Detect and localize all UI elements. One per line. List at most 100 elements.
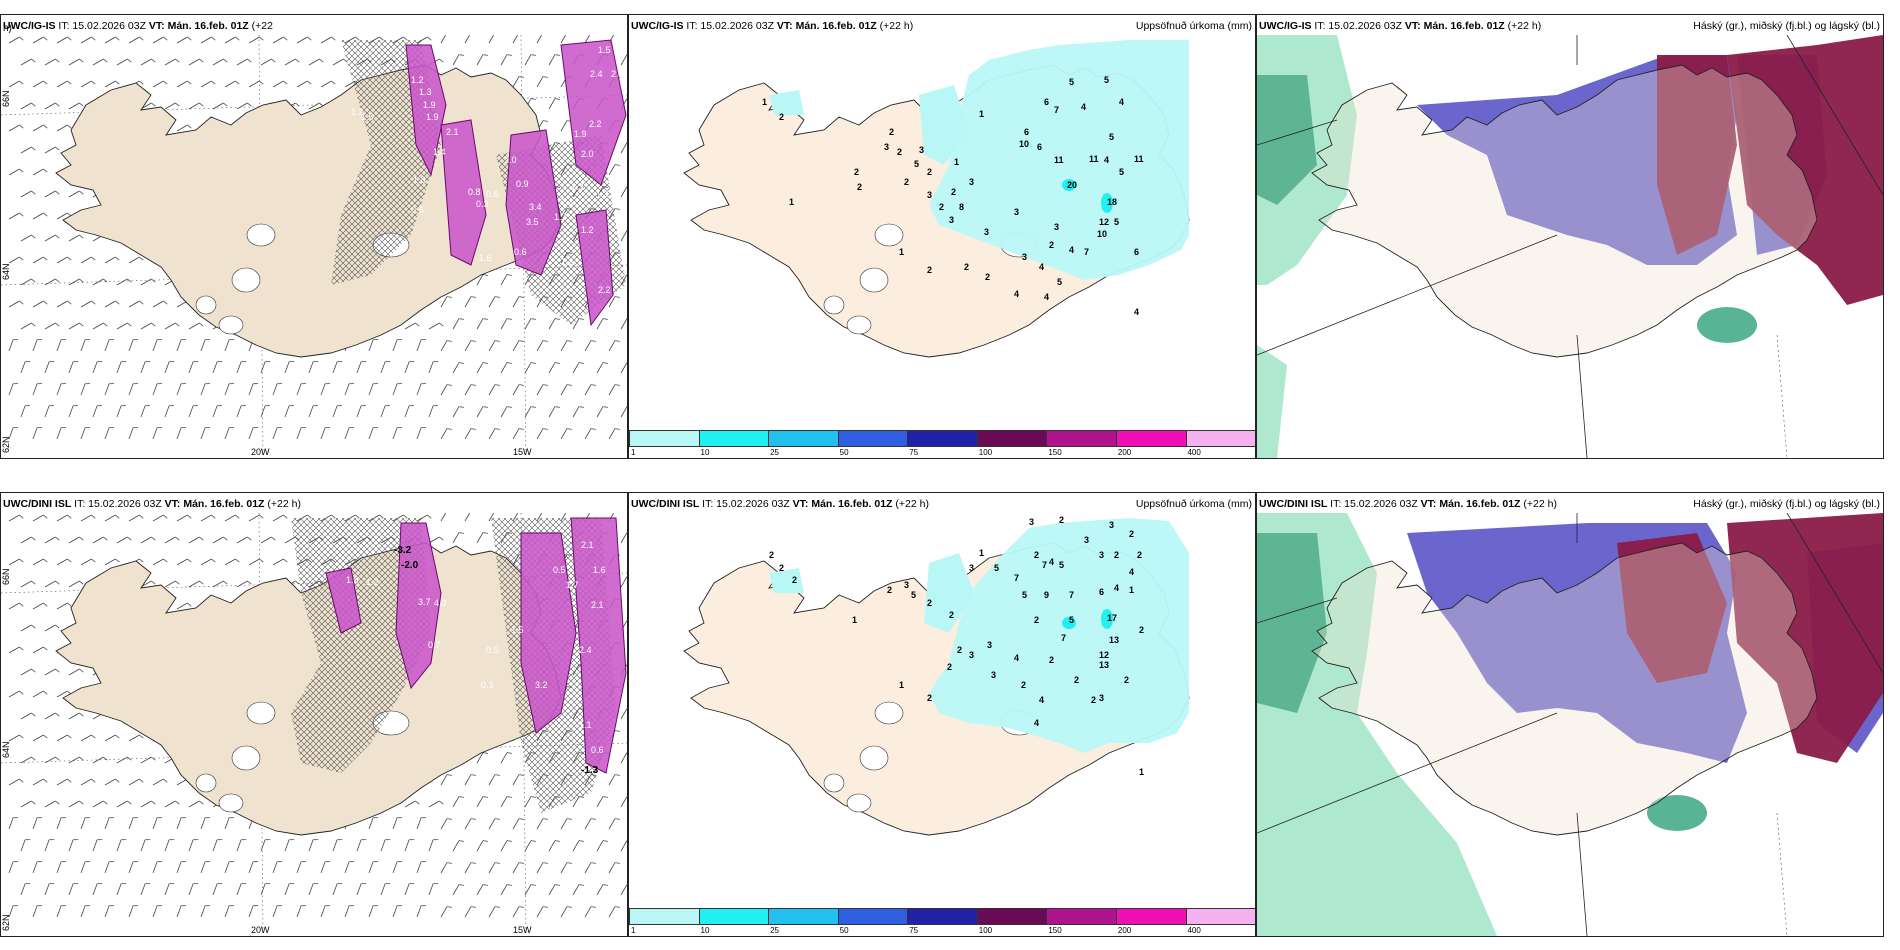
wind-barb (56, 817, 62, 830)
gust-plume (570, 517, 627, 774)
wind-barb (596, 318, 604, 330)
lon-label-15w: 15W (513, 925, 532, 935)
wind-barb (140, 322, 152, 330)
precip-value: 11 (1089, 154, 1099, 164)
wind-barb-flag (67, 300, 72, 305)
precip-value: 20 (1067, 180, 1077, 190)
boundary-line (1257, 119, 1338, 146)
wind-barb (20, 800, 32, 808)
wind-barb-flag (566, 906, 573, 908)
wind-barb-flag (590, 384, 597, 386)
wind-barb-flag (614, 862, 621, 864)
wind-barb (128, 339, 134, 352)
precip-value: 11 (1054, 155, 1064, 165)
wind-barb-flag (530, 840, 537, 842)
colorbar-cell (837, 908, 909, 925)
wind-barb (440, 862, 448, 874)
hatched-region (291, 518, 431, 773)
wind-barb (236, 883, 242, 896)
wind-barb (296, 383, 302, 396)
wind-barb-flag (458, 406, 465, 408)
wind-barb-flag (19, 734, 24, 739)
wind-barb (44, 102, 56, 110)
wind-barb-flag (199, 322, 204, 327)
wind-barb-flag (439, 536, 444, 541)
colorbar-cell (1115, 430, 1187, 447)
wind-barb-flag (446, 774, 453, 776)
wind-barb (104, 339, 110, 352)
wind-barb-flag (115, 36, 120, 41)
wind-barb (56, 212, 68, 220)
wind-barb-flag (602, 796, 609, 798)
wind-barb (608, 428, 616, 440)
wind-barb-flag (175, 536, 180, 541)
precip-area (769, 40, 1189, 280)
precip-value: 2 (927, 598, 932, 608)
wind-barb-flag (482, 54, 489, 56)
wind-barb-flag (55, 668, 60, 673)
wind-barb-flag (235, 558, 240, 563)
wind-barb-flag (295, 580, 300, 585)
precip-10mm (1062, 179, 1076, 191)
precip-value: 4 (1034, 718, 1039, 728)
wind-barb (92, 361, 98, 374)
wind-barb-flag (43, 36, 48, 41)
wind-barb-flag (578, 840, 585, 842)
wind-barb-flag (494, 340, 501, 342)
wind-barb (428, 800, 440, 808)
gust-value: 1.9 (574, 129, 587, 139)
wind-barb (20, 58, 32, 66)
wind-barb (32, 300, 44, 308)
precip-value: 3 (987, 640, 992, 650)
wind-barb (20, 712, 32, 720)
wind-barb (224, 383, 230, 396)
gust-value: 2.1 (561, 197, 574, 207)
wind-barb (284, 58, 296, 66)
gust-plumes (325, 517, 627, 774)
wind-barb-flag (31, 146, 36, 151)
gust-value: 1.5 (598, 45, 611, 55)
wind-barb (68, 800, 80, 808)
wind-barb-flag (566, 428, 573, 430)
field-title: Uppsöfnuð úrkoma (mm) (1135, 20, 1252, 32)
precip-value: 2 (1074, 675, 1079, 685)
wind-barb (224, 514, 236, 522)
wind-barb (524, 840, 532, 852)
wind-barb (32, 646, 44, 654)
wind-barb-flag (470, 774, 477, 776)
wind-barb-flag (199, 102, 204, 107)
lead-time: (+22 h) (1507, 20, 1542, 32)
precip-value: 1 (762, 97, 767, 107)
wind-barb (200, 383, 206, 396)
gust-value: 4.3 (434, 598, 447, 608)
wind-barb (92, 278, 104, 286)
boundary-line (1257, 597, 1338, 624)
wind-barb-flag (578, 362, 585, 364)
wind-barb (608, 774, 616, 786)
wind-barb (8, 734, 20, 742)
wind-barb (488, 774, 496, 786)
wind-barb (200, 427, 206, 440)
wind-barb-flag (470, 862, 477, 864)
wind-barb (32, 256, 44, 264)
wind-barb (608, 818, 616, 830)
colorbar-cell (907, 430, 978, 447)
wind-barb (32, 36, 44, 44)
gust-value: 3.2 (535, 680, 548, 690)
gust-plume (395, 522, 442, 690)
wind-barb-flag (55, 800, 60, 805)
wind-barb (20, 756, 32, 764)
wind-barb (68, 580, 80, 588)
precip-value: 2 (897, 147, 902, 157)
wind-barb (116, 536, 128, 544)
model-name: UWC/DINI ISL (3, 498, 72, 510)
wind-barb-flag (91, 558, 96, 563)
wind-barb (104, 861, 110, 874)
colorbar-label: 25 (770, 926, 780, 935)
wind-barb (116, 839, 122, 852)
wind-barb (176, 36, 188, 44)
wind-barb (476, 362, 484, 374)
boundary-line (1786, 35, 1883, 196)
wind-barb (500, 362, 508, 374)
wind-barb (80, 300, 92, 308)
